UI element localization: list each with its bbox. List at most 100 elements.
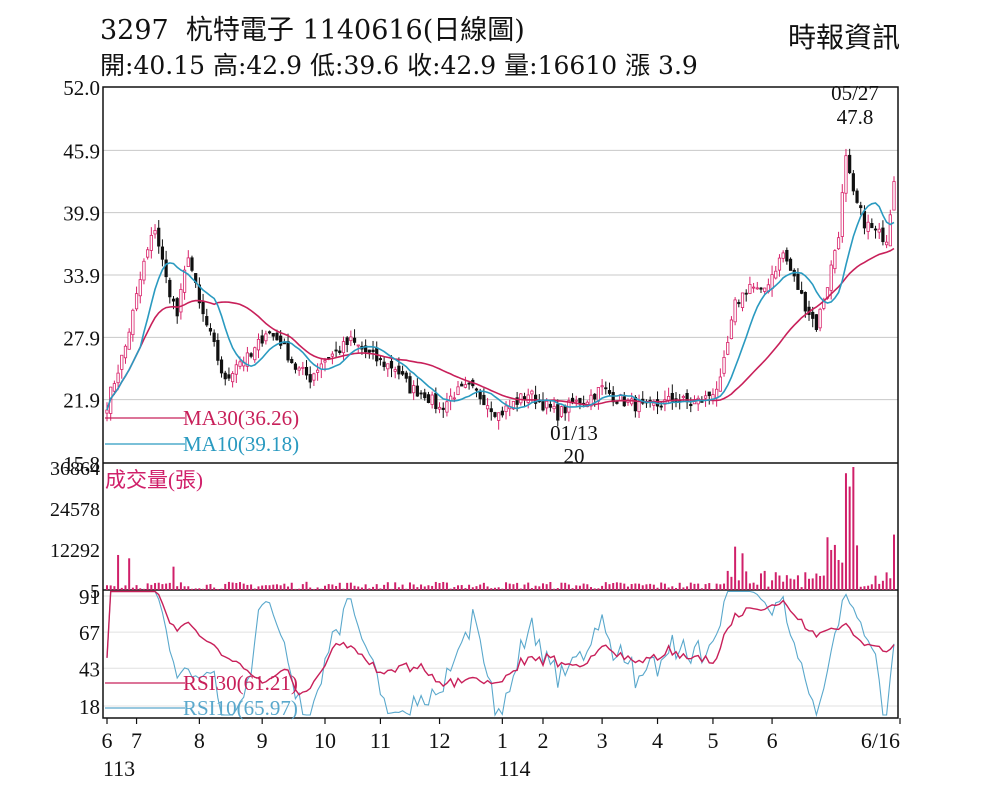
candle-down xyxy=(700,400,704,403)
candle-down xyxy=(515,397,519,405)
candle-up xyxy=(120,354,124,370)
candle-up xyxy=(763,287,767,292)
volume-bar xyxy=(202,588,205,590)
volume-bar xyxy=(715,583,718,590)
volume-bar xyxy=(789,578,792,590)
candle-up xyxy=(312,373,316,381)
candle-down xyxy=(389,360,394,369)
chart-title: 3297 杭特電子 1140616(日線圖) xyxy=(100,8,525,47)
volume-bar xyxy=(597,588,600,590)
candle-down xyxy=(522,396,527,400)
volume-bar xyxy=(408,582,411,590)
volume-bar xyxy=(837,559,840,590)
candle-down xyxy=(290,359,294,364)
candle-down xyxy=(441,407,445,410)
candle-down xyxy=(212,332,216,342)
volume-bar xyxy=(183,586,186,590)
volume-bar xyxy=(874,575,877,590)
candle-down xyxy=(881,227,885,243)
volume-tick-label: 24578 xyxy=(50,499,100,521)
candle-up xyxy=(234,364,238,375)
candle-down xyxy=(423,392,427,399)
candle-down xyxy=(271,333,275,337)
volume-bar xyxy=(852,467,855,590)
volume-bar xyxy=(135,585,138,590)
volume-bar xyxy=(612,582,615,590)
indicator-lines xyxy=(106,202,895,718)
candle-down xyxy=(500,410,504,416)
volume-bar xyxy=(231,582,234,590)
volume-bar xyxy=(604,582,607,590)
volume-bar xyxy=(305,581,308,590)
candle-down xyxy=(400,371,405,375)
volume-bar xyxy=(394,582,397,590)
volume-bar xyxy=(822,575,825,590)
ma10-line xyxy=(106,202,895,411)
candle-up xyxy=(770,274,774,289)
candle-down xyxy=(197,284,201,304)
volume-bar xyxy=(412,584,415,590)
candle-up xyxy=(574,399,578,402)
volume-bar xyxy=(593,588,596,590)
candle-down xyxy=(474,388,479,391)
candle-up xyxy=(105,409,109,414)
volume-bar xyxy=(383,584,386,590)
volume-bar xyxy=(556,588,559,590)
candle-up xyxy=(552,405,556,410)
candle-up xyxy=(836,237,841,250)
volume-bar xyxy=(833,544,836,590)
rsi-tick-label: 67 xyxy=(79,621,100,645)
rsi10-line xyxy=(106,590,895,718)
volume-bar xyxy=(113,586,116,590)
volume-bar xyxy=(342,588,345,590)
candle-down xyxy=(367,349,371,353)
volume-bar xyxy=(190,588,193,590)
volume-bar xyxy=(420,584,423,590)
candle-up xyxy=(497,412,501,421)
volume-bar xyxy=(567,584,570,590)
rsi10-legend: RSI10(65.97) xyxy=(183,696,298,720)
candle-up xyxy=(885,241,889,246)
volume-bar xyxy=(541,583,544,590)
low-value: 39.6 xyxy=(343,51,400,80)
high-annotation-value: 47.8 xyxy=(837,105,874,129)
candle-up xyxy=(589,394,593,407)
volume-bar xyxy=(279,585,282,590)
candle-up xyxy=(545,400,549,409)
candle-down xyxy=(426,394,431,403)
chart-kind: (日線圖) xyxy=(422,15,525,46)
volume-bar xyxy=(516,582,519,590)
volume-bar xyxy=(213,587,216,590)
volume-bar xyxy=(124,585,127,590)
candle-up xyxy=(637,401,641,413)
volume-bar xyxy=(686,586,689,590)
volume-label: 量: xyxy=(504,51,538,80)
volume-bar xyxy=(349,582,352,590)
volume-bar xyxy=(486,586,489,590)
year-label: 113 xyxy=(103,756,135,781)
volume-bar xyxy=(298,588,301,590)
candle-down xyxy=(419,392,423,395)
volume-bar xyxy=(519,588,522,590)
candle-up xyxy=(437,406,442,410)
x-tick-label: 2 xyxy=(537,728,548,753)
candle-up xyxy=(840,192,844,237)
candle-up xyxy=(526,394,530,403)
volume-bar xyxy=(209,584,212,590)
candle-down xyxy=(352,337,357,343)
year-label: 114 xyxy=(498,756,530,781)
volume-bar xyxy=(471,587,474,590)
volume-bar xyxy=(785,575,788,590)
price-tick-label: 21.9 xyxy=(63,389,100,413)
x-tick-label: 6 xyxy=(767,728,778,753)
close-value: 42.9 xyxy=(440,51,497,80)
volume-bar xyxy=(815,573,818,590)
candle-down xyxy=(659,405,663,408)
volume-bar xyxy=(752,582,755,590)
candle-up xyxy=(116,372,120,384)
volume-bar xyxy=(227,581,230,590)
volume-bar xyxy=(464,588,467,590)
candle-down xyxy=(814,314,819,330)
candle-down xyxy=(737,302,741,305)
plot-border xyxy=(102,86,899,719)
